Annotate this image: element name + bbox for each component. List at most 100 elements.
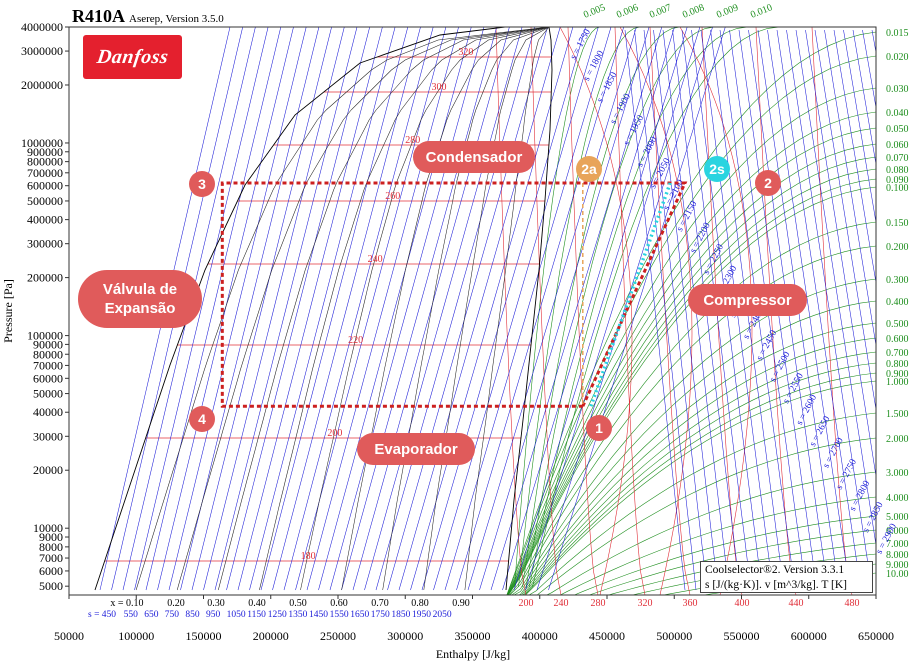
quality-label: 0.50 (289, 598, 307, 609)
isentrope-line (824, 29, 876, 348)
isentrope-line (375, 27, 536, 591)
volume-label: 0.070 (886, 153, 909, 164)
x-tick-label: 550000 (724, 629, 760, 643)
isentrope-line (318, 27, 472, 591)
isotherm-line (811, 27, 853, 595)
isotherm-line (559, 27, 633, 595)
x-tick-label: 200000 (253, 629, 289, 643)
isentrope-line (260, 27, 409, 591)
bottom-entropy-label: 1150 (247, 610, 266, 620)
bottom-entropy-label: 1250 (268, 610, 287, 620)
isentrope-line (910, 30, 917, 590)
isentrope-line (398, 27, 561, 591)
condensador-label: Condensador (413, 141, 535, 173)
isochore-line (529, 27, 749, 588)
isochore-line (573, 515, 876, 595)
entropy-label: s = 2050 (649, 157, 673, 191)
volume-label: 0.040 (886, 108, 909, 119)
volume-label: 0.900 (886, 369, 909, 380)
volume-top-label: 0.005 (582, 2, 607, 21)
isochore-line (508, 221, 876, 595)
isochore-line (507, 127, 876, 595)
isentrope-line (272, 27, 421, 591)
isotherm-line (649, 27, 691, 595)
isentrope-line (203, 27, 345, 591)
y-tick-label: 8000 (39, 540, 63, 554)
isentrope-line (624, 29, 686, 591)
state-2a-label: 2a (581, 161, 597, 177)
volume-top-label: 0.008 (681, 2, 706, 21)
bottom-entropy-label: 2050 (433, 610, 452, 620)
y-tick-label: 70000 (33, 358, 63, 372)
isochore-line (506, 31, 876, 595)
volume-label: 0.150 (886, 218, 909, 229)
isentrope-line (364, 27, 523, 591)
isentrope-line (776, 29, 862, 591)
refrigeration-cycle (220, 181, 688, 408)
x-tick-label: 250000 (320, 629, 356, 643)
isentrope-line (421, 27, 586, 591)
bottom-temperature-label: 240 (554, 598, 569, 609)
state-4-label: 4 (198, 411, 206, 427)
isentrope-line (479, 27, 650, 591)
volume-label: 0.200 (886, 242, 909, 253)
x-tick-label: 150000 (186, 629, 222, 643)
volume-label: 0.800 (886, 359, 909, 370)
isentrope-line (226, 27, 370, 591)
isentrope-line (490, 27, 663, 591)
y-tick-label: 2000000 (21, 78, 63, 92)
isentrope-line (306, 27, 459, 591)
bottom-entropy-label: 1050 (227, 610, 246, 620)
isentrope-line (249, 27, 396, 591)
saturated-vapor-curve (505, 27, 553, 591)
volume-label: 9.000 (886, 560, 909, 571)
saturated-liquid-curve (94, 27, 549, 591)
entropy-label: s = 2450 (755, 329, 779, 363)
isentrope-line (653, 29, 719, 591)
volume-top-label: 0.010 (749, 2, 774, 21)
isochore-line (521, 337, 876, 595)
quality-line (300, 27, 550, 591)
x-tick-label: 500000 (656, 629, 692, 643)
isochore-line (509, 245, 876, 595)
volume-label: 0.700 (886, 348, 909, 359)
y-tick-label: 10000 (33, 521, 63, 535)
isentrope-line (191, 27, 332, 591)
state-2-label: 2 (764, 175, 772, 191)
isotherm-line (567, 27, 599, 595)
volume-label: 4.000 (886, 493, 909, 504)
isochore-line (511, 278, 876, 595)
bottom-entropy-label: 1850 (391, 610, 410, 620)
bottom-entropy-label: 1950 (412, 610, 431, 620)
isentrope-line (634, 29, 697, 591)
y-tick-label: 600000 (27, 179, 63, 193)
x-tick-label: 50000 (54, 629, 84, 643)
isentrope-line (329, 27, 485, 591)
info-line-2: s [J/(kg·K)]. v [m^3/kg]. T [K] (705, 579, 847, 591)
isochore-line (536, 437, 876, 595)
volume-label: 0.015 (886, 28, 909, 39)
volume-label: 5.000 (886, 512, 909, 523)
isochore-line (514, 27, 601, 588)
volume-label: 0.400 (886, 297, 909, 308)
bottom-temperature-label: 280 (591, 598, 606, 609)
isochore-line (507, 168, 876, 595)
isotherm-line (530, 27, 562, 595)
isotherm-label: 200 (327, 428, 342, 439)
y-tick-label: 40000 (33, 405, 63, 419)
quality-line (341, 27, 550, 591)
y-tick-label: 400000 (27, 213, 63, 227)
volume-label: 10.00 (886, 569, 909, 580)
state-2s-circle (704, 156, 730, 182)
compressor-label: Compressor (688, 284, 807, 316)
bottom-entropy-label: 650 (144, 610, 159, 620)
isentrope-line (214, 27, 358, 591)
isotherm-label: 320 (458, 47, 473, 58)
y-tick-label: 800000 (27, 155, 63, 169)
y-tick-label: 100000 (27, 329, 63, 343)
bottom-temperature-label: 440 (789, 598, 804, 609)
info-line-1: Coolselector®2. Version 3.3.1 (705, 564, 845, 576)
quality-line (423, 27, 550, 591)
y-tick-label: 20000 (33, 463, 63, 477)
